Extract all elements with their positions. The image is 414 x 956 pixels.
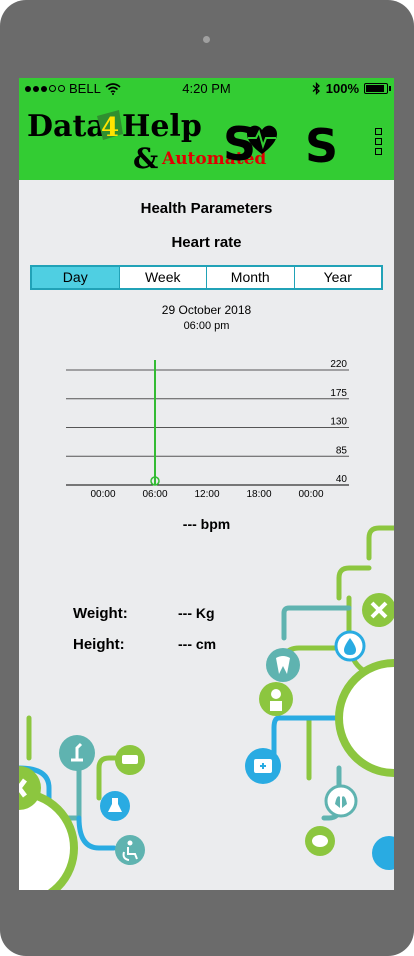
tab-day[interactable]: Day: [32, 267, 120, 288]
camera-dot: [203, 36, 210, 43]
page-title: Health Parameters: [140, 200, 273, 217]
x-tick-label: 06:00: [142, 489, 167, 500]
y-tick-label: 220: [330, 359, 347, 370]
y-tick-label: 85: [336, 445, 348, 456]
wifi-icon: [105, 82, 121, 95]
period-tabs: Day Week Month Year: [30, 265, 383, 290]
x-tick-label: 00:00: [90, 489, 115, 500]
battery-percent: 100%: [325, 81, 359, 96]
carrier-label: BELL: [69, 81, 101, 96]
signal-icon: [25, 85, 65, 92]
app-header: Data 4 Help & Automated S S: [19, 100, 394, 180]
bluetooth-icon: [312, 82, 320, 95]
tab-month[interactable]: Month: [207, 267, 295, 288]
logo-amp-text: &: [133, 142, 158, 175]
x-tick-label: 18:00: [246, 489, 271, 500]
selected-time: 06:00 pm: [183, 320, 230, 332]
logo-four-text: 4: [101, 113, 119, 143]
page-subtitle: Heart rate: [171, 234, 242, 251]
tab-year[interactable]: Year: [323, 269, 352, 285]
logo-automated-text: Automated: [161, 149, 266, 169]
y-tick-label: 175: [330, 388, 347, 399]
logo-sos-s2: S: [305, 119, 338, 172]
status-right: 100%: [312, 81, 391, 96]
weight-value: --- Kg: [178, 605, 215, 621]
x-tick-label: 12:00: [194, 489, 219, 500]
selected-date: 29 October 2018: [161, 303, 252, 317]
height-label: Height:: [73, 636, 125, 653]
heart-rate-chart[interactable]: 220 175 130 85 40 00:00 06:00 12:00 18:00 00:00: [19, 353, 394, 513]
logo-sos-s1: S: [223, 117, 256, 171]
x-tick-label: 00:00: [298, 489, 323, 500]
tab-week[interactable]: Week: [120, 267, 207, 288]
y-tick-label: 130: [330, 417, 347, 428]
status-bar: BELL 4:20 PM 100%: [19, 78, 394, 100]
status-left: BELL: [25, 81, 121, 96]
screen: BELL 4:20 PM 100% Data: [19, 78, 394, 890]
data-point[interactable]: [150, 476, 160, 486]
app-logo: Data 4 Help & Automated S: [27, 109, 277, 175]
svg-text:S: S: [305, 119, 338, 172]
logo-help-text: Help: [122, 109, 202, 144]
logo-data-text: Data: [27, 109, 106, 144]
y-tick-label: 40: [336, 474, 348, 485]
medical-network-illustration: [19, 525, 394, 890]
weight-label: Weight:: [73, 605, 128, 622]
height-value: --- cm: [178, 636, 217, 652]
status-time: 4:20 PM: [182, 81, 231, 96]
bpm-value: --- bpm: [182, 516, 231, 532]
battery-icon: [364, 83, 391, 94]
menu-icon[interactable]: [375, 128, 382, 155]
